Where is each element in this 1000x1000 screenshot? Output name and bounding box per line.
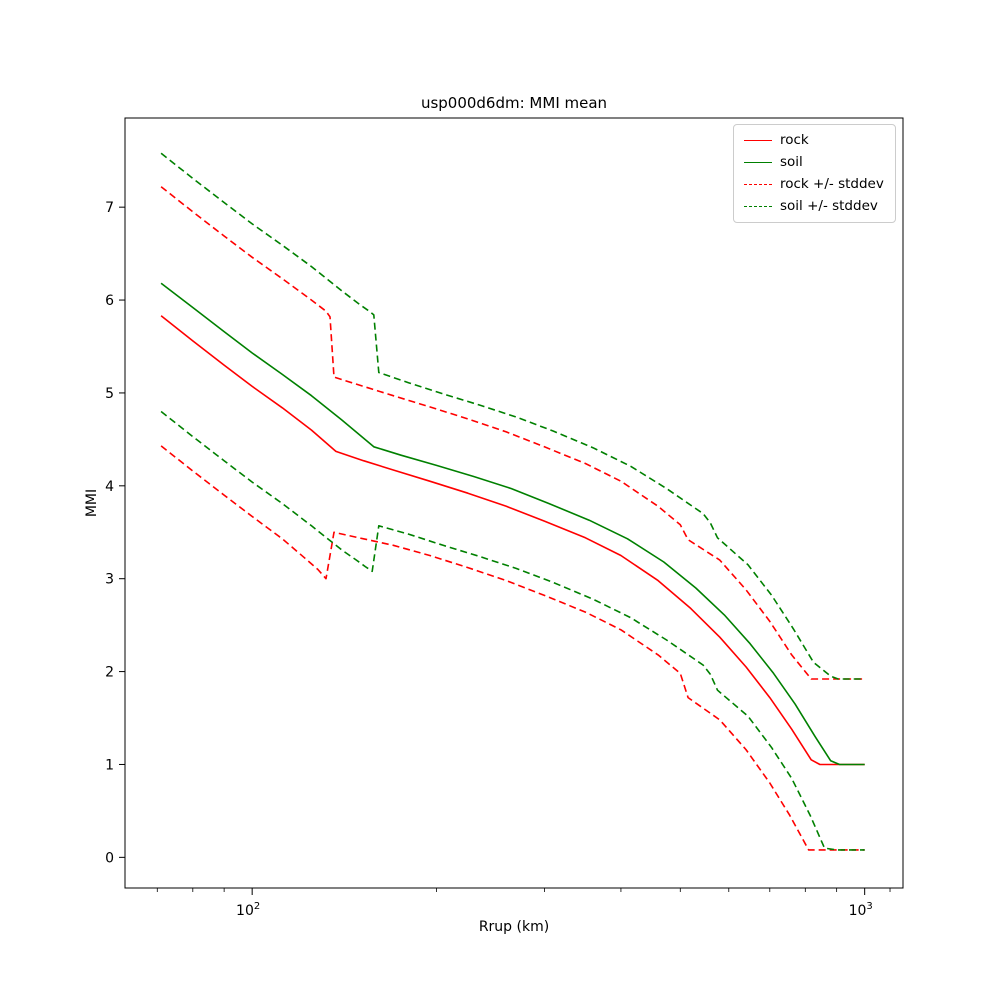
y-axis-label: MMI: [84, 488, 100, 518]
chart-title: usp000d6dm: MMI mean: [420, 94, 608, 112]
y-tick-label: 1: [105, 757, 114, 773]
legend-label: soil +/- stddev: [780, 197, 878, 214]
series-rock: [160, 315, 865, 766]
legend-label: rock: [780, 131, 809, 148]
y-tick-label: 2: [105, 665, 114, 681]
series-rock-minus-stddev: [160, 445, 865, 851]
series-soil-minus-stddev: [160, 410, 865, 851]
plot-area: [124, 117, 904, 889]
y-tick-label: 0: [105, 850, 114, 866]
series-rock-plus-stddev: [160, 186, 865, 680]
series-soil: [160, 282, 865, 766]
x-tick-label: 102: [236, 901, 260, 919]
y-tick-label: 6: [105, 293, 114, 309]
y-tick-label: 5: [105, 386, 114, 402]
legend-item-rock: rock +/- stddev: [744, 176, 884, 193]
solid-line-sample-icon: [744, 140, 772, 141]
legend-item-soil: soil +/- stddev: [744, 198, 884, 215]
y-tick-label: 4: [105, 479, 114, 495]
series-soil-plus-stddev: [160, 152, 865, 680]
dashed-line-sample-icon: [744, 206, 772, 207]
x-tick-label: 103: [849, 901, 873, 919]
y-tick-label: 7: [105, 200, 114, 216]
legend-label: soil: [780, 153, 803, 170]
legend-item-soil: soil: [744, 154, 884, 171]
legend-label: rock +/- stddev: [780, 175, 884, 192]
solid-line-sample-icon: [744, 162, 772, 163]
dashed-line-sample-icon: [744, 184, 772, 185]
x-axis-label: Rrup (km): [478, 919, 550, 935]
legend: rock soil rock +/- stddev soil +/- stddev: [733, 124, 896, 223]
legend-item-rock: rock: [744, 132, 884, 149]
y-tick-label: 3: [105, 572, 114, 588]
